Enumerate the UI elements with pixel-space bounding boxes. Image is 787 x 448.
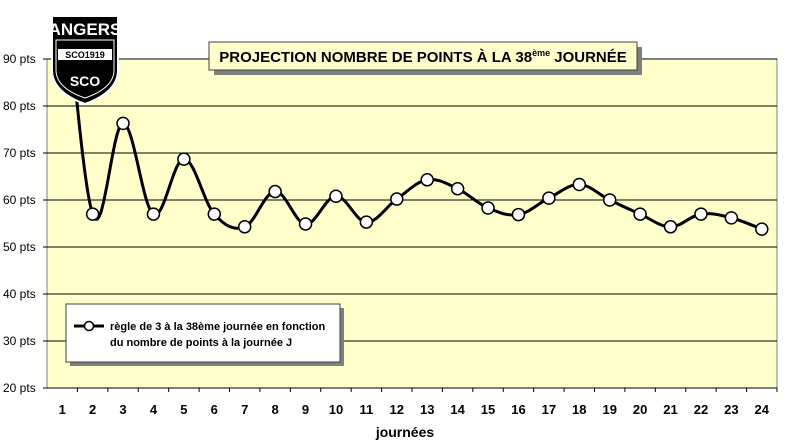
- data-point: [237, 220, 252, 234]
- x-tick-label: 1: [59, 402, 66, 417]
- data-point: [755, 222, 769, 236]
- x-tick-label: 4: [150, 402, 158, 417]
- x-tick-label: 12: [390, 402, 404, 417]
- x-tick-label: 24: [755, 402, 770, 417]
- data-point: [329, 189, 343, 203]
- legend-marker-sample: [83, 320, 95, 332]
- x-tick-label: 2: [89, 402, 96, 417]
- logo-name: ANGERS: [49, 20, 122, 39]
- data-point: [116, 116, 130, 131]
- x-tick-label: 7: [241, 402, 248, 417]
- data-point: [390, 192, 404, 206]
- chart-title: PROJECTION NOMBRE DE POINTS À LA 38ème J…: [219, 48, 627, 66]
- data-point: [694, 207, 708, 221]
- y-tick-label: 80 pts: [3, 99, 36, 113]
- chart-title-box: PROJECTION NOMBRE DE POINTS À LA 38ème J…: [208, 41, 642, 75]
- x-tick-label: 10: [329, 402, 343, 417]
- y-tick-label: 30 pts: [3, 334, 36, 348]
- x-tick-label: 23: [724, 402, 738, 417]
- x-tick-label: 16: [511, 402, 525, 417]
- data-point: [724, 211, 739, 225]
- x-tick-label: 18: [572, 402, 586, 417]
- x-tick-label: 22: [694, 402, 708, 417]
- data-point: [602, 193, 617, 207]
- x-axis: 1 2 3 4 5 6 7 8 9 10 11 12 13 14 15 16 17 18 19 20 21 22 23 24: [59, 388, 778, 417]
- x-tick-label: 19: [602, 402, 616, 417]
- data-point: [268, 184, 282, 199]
- club-logo: ANGERS SCO1919 SCO: [49, 15, 122, 106]
- x-tick-label: 17: [542, 402, 556, 417]
- logo-subtitle: SCO1919: [65, 50, 105, 60]
- data-point: [177, 152, 191, 166]
- x-tick-label: 13: [420, 402, 434, 417]
- x-tick-label: 9: [302, 402, 309, 417]
- data-point: [146, 207, 161, 221]
- legend-label-line-1: règle de 3 à la 38ème journée en fonctio…: [110, 321, 325, 333]
- y-axis: 20 pts 30 pts 40 pts 50 pts 60 pts 70 pts 80 p…: [3, 52, 47, 395]
- data-point: [572, 177, 587, 192]
- data-point: [511, 207, 526, 222]
- data-point: [85, 207, 100, 221]
- data-point: [450, 181, 465, 196]
- legend-label-line-2: du nombre de points à la journée J: [110, 337, 292, 349]
- logo-initials: SCO: [70, 73, 100, 89]
- data-point: [663, 220, 678, 234]
- data-point: [542, 191, 556, 205]
- x-axis-label: journées: [375, 424, 435, 440]
- x-tick-label: 8: [272, 402, 279, 417]
- data-point: [420, 173, 434, 187]
- legend: règle de 3 à la 38ème journée en fonctio…: [65, 303, 344, 366]
- series-markers: [85, 116, 769, 236]
- x-tick-label: 3: [119, 402, 126, 417]
- y-tick-label: 90 pts: [3, 52, 36, 66]
- y-tick-label: 70 pts: [3, 146, 36, 160]
- x-tick-label: 21: [663, 402, 677, 417]
- x-tick-label: 20: [633, 402, 647, 417]
- data-point: [298, 217, 313, 231]
- x-tick-label: 14: [450, 402, 465, 417]
- x-tick-label: 6: [211, 402, 218, 417]
- data-point: [359, 215, 374, 229]
- y-tick-label: 50 pts: [3, 240, 36, 254]
- data-point: [633, 207, 647, 221]
- y-tick-label: 20 pts: [3, 381, 36, 395]
- x-tick-label: 15: [481, 402, 495, 417]
- y-tick-label: 60 pts: [3, 193, 36, 207]
- x-tick-label: 11: [360, 402, 374, 417]
- data-point: [207, 207, 222, 221]
- y-tick-label: 40 pts: [3, 287, 36, 301]
- x-tick-label: 5: [180, 402, 187, 417]
- data-point: [481, 201, 495, 215]
